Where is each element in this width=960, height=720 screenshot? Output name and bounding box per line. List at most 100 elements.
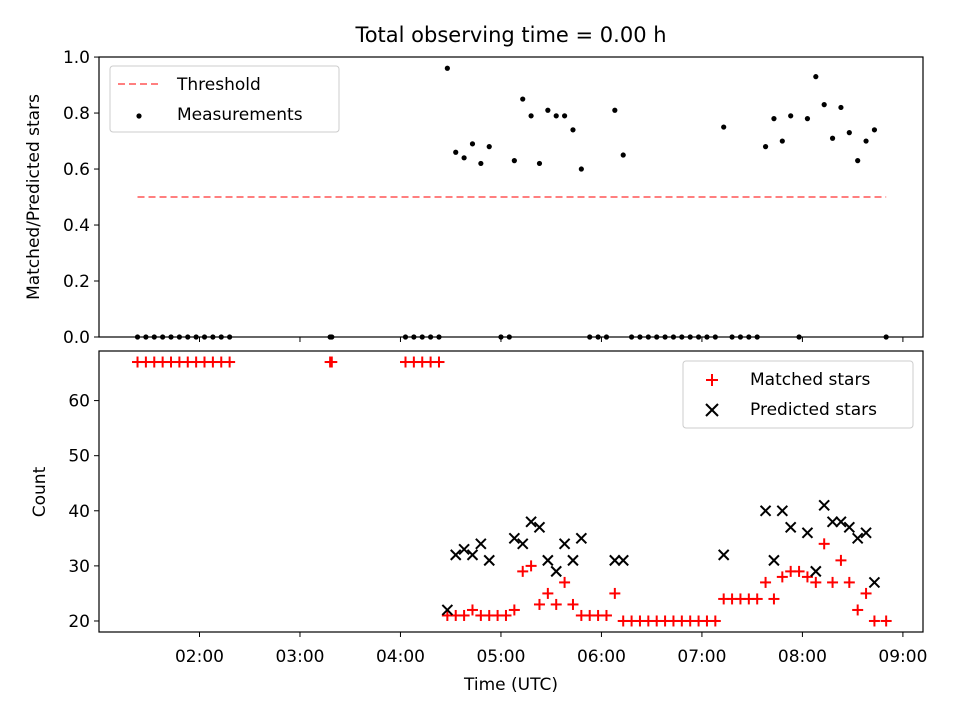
bottom-y-tick-label: 20 <box>68 612 90 632</box>
measurement-point <box>570 127 576 133</box>
measurement-point <box>813 74 819 80</box>
matched-star-marker <box>860 587 872 599</box>
matched-star-marker <box>326 356 338 368</box>
predicted-star-marker <box>759 505 772 517</box>
predicted-star-marker <box>868 576 881 589</box>
predicted-star-marker <box>835 516 847 528</box>
predicted-star-marker <box>483 554 495 567</box>
measurement-point <box>520 96 526 102</box>
measurement-point <box>478 160 484 167</box>
predicted-star-marker <box>784 521 797 534</box>
predicted-star-marker <box>533 521 546 534</box>
measurement-point <box>461 155 467 161</box>
top-axes-frame <box>98 56 924 338</box>
measurement-point <box>821 102 827 108</box>
matched-star-marker <box>880 615 892 627</box>
predicted-star-marker <box>768 554 780 567</box>
bottom-x-tick-label: 07:00 <box>677 647 726 667</box>
predicted-star-marker <box>851 532 864 545</box>
predicted-star-marker <box>441 604 454 616</box>
predicted-star-marker <box>475 538 487 550</box>
predicted-star-marker <box>717 549 730 561</box>
matched-star-marker <box>852 604 864 616</box>
bottom-plot-area <box>132 356 892 627</box>
matched-star-marker <box>801 571 813 583</box>
measurement-point <box>528 113 534 119</box>
predicted-star-marker <box>776 505 789 517</box>
top-y-tick-label: 0.6 <box>63 160 90 180</box>
top-legend-box <box>109 65 340 133</box>
matched-star-marker <box>751 593 763 605</box>
bottom-y-tick-label: 30 <box>68 557 90 577</box>
matched-star-marker <box>466 604 478 616</box>
top-y-axis: 0.0 0.2 0.4 0.6 0.8 1.0 <box>63 48 99 348</box>
measurement-point <box>838 104 844 111</box>
top-y-axis-label: Matched/Predicted stars <box>24 94 44 300</box>
bottom-x-tick-label: 06:00 <box>577 647 626 667</box>
chart-title: Total observing time = 0.00 h <box>354 23 666 47</box>
bottom-x-tick-label: 04:00 <box>376 647 425 667</box>
bottom-panel: 20 30 40 50 60 02:00 03:00 04:00 05:00 06:00 07:0… <box>30 350 927 695</box>
predicted-star-marker <box>843 521 856 534</box>
matched-star-marker <box>508 604 520 616</box>
predicted-star-marker <box>466 549 479 561</box>
measurements-legend-swatch <box>136 113 142 119</box>
matched-star-marker <box>818 538 830 550</box>
measurement-point <box>829 135 836 141</box>
bottom-axes-frame <box>98 350 924 633</box>
top-panel: 0.0 0.2 0.4 0.6 0.8 1.0 Matched/Predicted sta… <box>24 48 924 348</box>
top-x-axis <box>198 337 904 342</box>
measurement-point <box>469 141 476 147</box>
measurement-point <box>545 107 551 113</box>
matched-star-marker <box>843 576 855 588</box>
threshold-legend-label: Threshold <box>176 75 261 95</box>
top-legend: Threshold Measurements <box>109 65 340 133</box>
matched-star-marker <box>533 598 545 610</box>
bottom-x-tick-label: 09:00 <box>878 647 927 667</box>
matched-star-marker <box>525 560 537 572</box>
bottom-y-axis-label: Count <box>30 466 50 517</box>
predicted-star-marker <box>818 499 830 511</box>
matched-star-marker <box>810 576 822 588</box>
measurement-point <box>804 116 811 122</box>
measurement-point <box>511 158 517 164</box>
matched-star-marker <box>550 598 562 610</box>
matched-star-marker <box>517 565 529 577</box>
measurement-point <box>553 113 559 119</box>
measurement-point <box>863 138 869 144</box>
matched-star-marker <box>776 571 788 583</box>
measurement-point <box>453 149 459 155</box>
measurement-point <box>536 160 543 167</box>
bottom-y-tick-label: 40 <box>68 502 90 522</box>
measurement-point <box>779 138 785 144</box>
matched-star-marker <box>559 576 571 588</box>
predicted-star-marker <box>550 565 562 578</box>
matched-star-marker <box>609 587 621 599</box>
predicted-star-marker <box>826 516 839 528</box>
predicted-star-marker <box>517 538 529 550</box>
measurement-point <box>771 116 777 122</box>
matched-star-marker <box>827 576 839 588</box>
predicted-star-marker <box>567 554 579 567</box>
measurement-point <box>762 144 769 150</box>
measurement-point <box>620 152 626 158</box>
bottom-y-axis: 20 30 40 50 60 <box>68 392 99 632</box>
measurement-point <box>578 166 584 172</box>
predicted-legend-label: Predicted stars <box>750 400 877 420</box>
top-y-tick-label: 0.0 <box>63 328 90 348</box>
predicted-star-marker <box>450 549 462 561</box>
matched-star-marker <box>542 587 554 599</box>
measurement-point <box>612 107 618 113</box>
predicted-star-marker <box>458 543 470 556</box>
bottom-x-tick-label: 05:00 <box>476 647 525 667</box>
matched-star-marker <box>500 609 512 621</box>
predicted-star-marker <box>860 527 872 539</box>
predicted-star-marker <box>558 538 571 550</box>
matched-legend-swatch <box>706 374 718 386</box>
predicted-star-marker <box>542 554 554 567</box>
bottom-legend: Matched stars Predicted stars <box>682 360 914 429</box>
matched-star-marker <box>793 565 805 577</box>
measurement-point <box>871 127 878 133</box>
predicted-star-marker <box>617 554 629 567</box>
top-y-tick-label: 0.2 <box>63 272 90 292</box>
